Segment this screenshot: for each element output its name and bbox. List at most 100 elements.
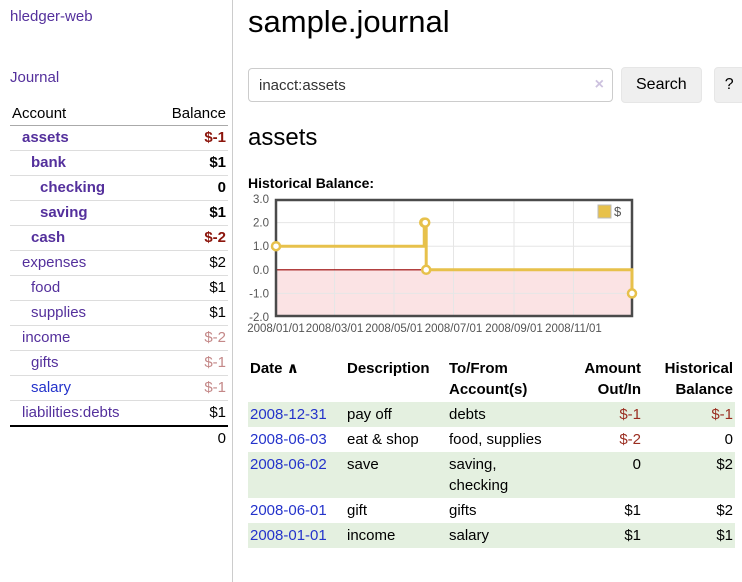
balance-column-header: Balance xyxy=(153,102,228,126)
register-description: pay off xyxy=(345,402,447,427)
account-page-title: assets xyxy=(248,124,318,151)
account-row: gifts $-1 xyxy=(10,350,228,376)
svg-text:3.0: 3.0 xyxy=(253,194,269,206)
register-accounts: gifts xyxy=(449,502,477,519)
account-link-food[interactable]: food xyxy=(31,279,61,296)
account-column-header: Account xyxy=(10,102,154,126)
account-balance: $1 xyxy=(153,400,228,426)
chart-label: Historical Balance: xyxy=(248,175,375,191)
register-sort-date[interactable]: Date ∧ xyxy=(248,356,345,402)
description-column-header: Description xyxy=(347,360,430,377)
account-balance: $1 xyxy=(153,200,228,226)
register-description: gift xyxy=(347,502,368,519)
svg-text:2008/07/01: 2008/07/01 xyxy=(425,323,483,335)
register-balance: $2 xyxy=(716,502,733,519)
account-balance: 0 xyxy=(153,175,228,201)
account-balance: $2 xyxy=(153,250,228,276)
account-link-supplies[interactable]: supplies xyxy=(31,304,87,321)
account-link-liabilities-debts[interactable]: liabilities:debts xyxy=(22,404,120,421)
search-bar: × Search ? xyxy=(248,67,742,103)
account-row: expenses $2 xyxy=(10,250,228,276)
sort-ascending-icon: ∧ xyxy=(286,360,299,377)
register-row: 2008-06-03 eat & shop food, supplies $-2… xyxy=(248,427,735,452)
balance-column-header: Historical Balance xyxy=(664,360,733,398)
register-date-link[interactable]: 2008-12-31 xyxy=(250,406,327,423)
account-balance: $-1 xyxy=(153,375,228,401)
brand-link[interactable]: hledger-web xyxy=(10,8,93,25)
register-balance: 0 xyxy=(724,431,733,448)
register-date-link[interactable]: 2008-01-01 xyxy=(250,527,327,544)
account-balance: $1 xyxy=(153,150,228,176)
svg-text:2.0: 2.0 xyxy=(253,218,269,230)
account-balance: $-2 xyxy=(153,225,228,251)
register-amount: $-2 xyxy=(619,431,641,448)
accounts-table: Account Balance assets $-1 bank $1 check… xyxy=(10,102,228,451)
register-description: eat & shop xyxy=(347,431,419,448)
svg-text:$: $ xyxy=(614,204,622,219)
accounts-total-balance: 0 xyxy=(153,425,228,451)
chart-svg[interactable]: 2008/01/01 2008/03/01 2008/05/01 2008/07/01… xyxy=(247,194,698,339)
account-link-bank[interactable]: bank xyxy=(31,154,67,171)
search-button[interactable]: Search xyxy=(621,67,702,103)
register-date-link[interactable]: 2008-06-03 xyxy=(250,431,327,448)
account-link-expenses[interactable]: expenses xyxy=(22,254,87,271)
main-panel: sample.journal × Search ? assets Histori… xyxy=(233,0,742,582)
nav-journal-link[interactable]: Journal xyxy=(10,69,60,86)
account-row: supplies $1 xyxy=(10,300,228,326)
register-table: Date ∧ Description To/From Account(s) Am… xyxy=(248,356,735,548)
register-amount: $1 xyxy=(624,502,641,519)
account-link-income[interactable]: income xyxy=(22,329,71,346)
svg-text:0.0: 0.0 xyxy=(253,265,269,277)
register-amount: $1 xyxy=(551,523,643,548)
account-link-assets[interactable]: assets xyxy=(22,129,69,146)
account-row: saving $1 xyxy=(10,200,228,226)
account-row: food $1 xyxy=(10,275,228,301)
svg-text:-1.0: -1.0 xyxy=(249,288,269,300)
account-row: bank $1 xyxy=(10,150,228,176)
register-accounts: salary xyxy=(447,523,551,548)
account-link-gifts[interactable]: gifts xyxy=(31,354,59,371)
svg-text:2008/03/01: 2008/03/01 xyxy=(306,323,364,335)
amount-column-header: Amount Out/In xyxy=(584,360,641,398)
sidebar: hledger-web Journal Account Balance asse… xyxy=(0,0,233,582)
accounts-table-header: Account Balance xyxy=(10,102,228,126)
account-row: assets $-1 xyxy=(10,126,228,151)
register-row: 2008-12-31 pay off debts $-1 $-1 xyxy=(248,402,735,427)
journal-title: sample.journal xyxy=(248,4,450,39)
register-balance: $2 xyxy=(643,452,735,498)
account-balance: $-1 xyxy=(204,129,226,146)
register-row: 2008-01-01 income salary $1 $1 xyxy=(248,523,735,548)
register-date-link[interactable]: 2008-06-01 xyxy=(250,502,327,519)
account-link-saving[interactable]: saving xyxy=(40,204,88,221)
register-header-row: Date ∧ Description To/From Account(s) Am… xyxy=(248,356,735,402)
date-column-header: Date xyxy=(250,360,283,377)
account-link-salary[interactable]: salary xyxy=(31,379,72,396)
svg-text:2008/05/01: 2008/05/01 xyxy=(365,323,423,335)
account-balance: $1 xyxy=(153,300,228,326)
register-date-link[interactable]: 2008-06-02 xyxy=(250,456,327,473)
account-row: salary $-1 xyxy=(10,375,228,401)
account-balance: $-2 xyxy=(153,325,228,351)
register-row: 2008-06-02 save saving, checking 0 $2 xyxy=(248,452,735,498)
account-row: income $-2 xyxy=(10,325,228,351)
help-button[interactable]: ? xyxy=(713,67,742,103)
account-row: checking 0 xyxy=(10,175,228,201)
account-link-cash[interactable]: cash xyxy=(31,229,66,246)
register-description: income xyxy=(345,523,447,548)
register-balance: $-1 xyxy=(643,402,735,427)
search-input[interactable] xyxy=(248,68,613,102)
clear-search-icon[interactable]: × xyxy=(594,76,604,93)
register-description: save xyxy=(345,452,447,498)
register-balance: $1 xyxy=(643,523,735,548)
svg-text:2008/09/01: 2008/09/01 xyxy=(485,323,543,335)
accounts-column-header: To/From Account(s) xyxy=(449,360,528,398)
account-link-checking[interactable]: checking xyxy=(40,179,106,196)
register-amount: 0 xyxy=(551,452,643,498)
historical-balance-chart[interactable]: 2008/01/01 2008/03/01 2008/05/01 2008/07/01… xyxy=(247,194,742,339)
svg-text:1.0: 1.0 xyxy=(253,241,269,253)
register-accounts: food, supplies xyxy=(449,431,542,448)
accounts-total-row: 0 xyxy=(10,425,228,451)
account-balance: $1 xyxy=(153,275,228,301)
account-balance: $-1 xyxy=(153,350,228,376)
